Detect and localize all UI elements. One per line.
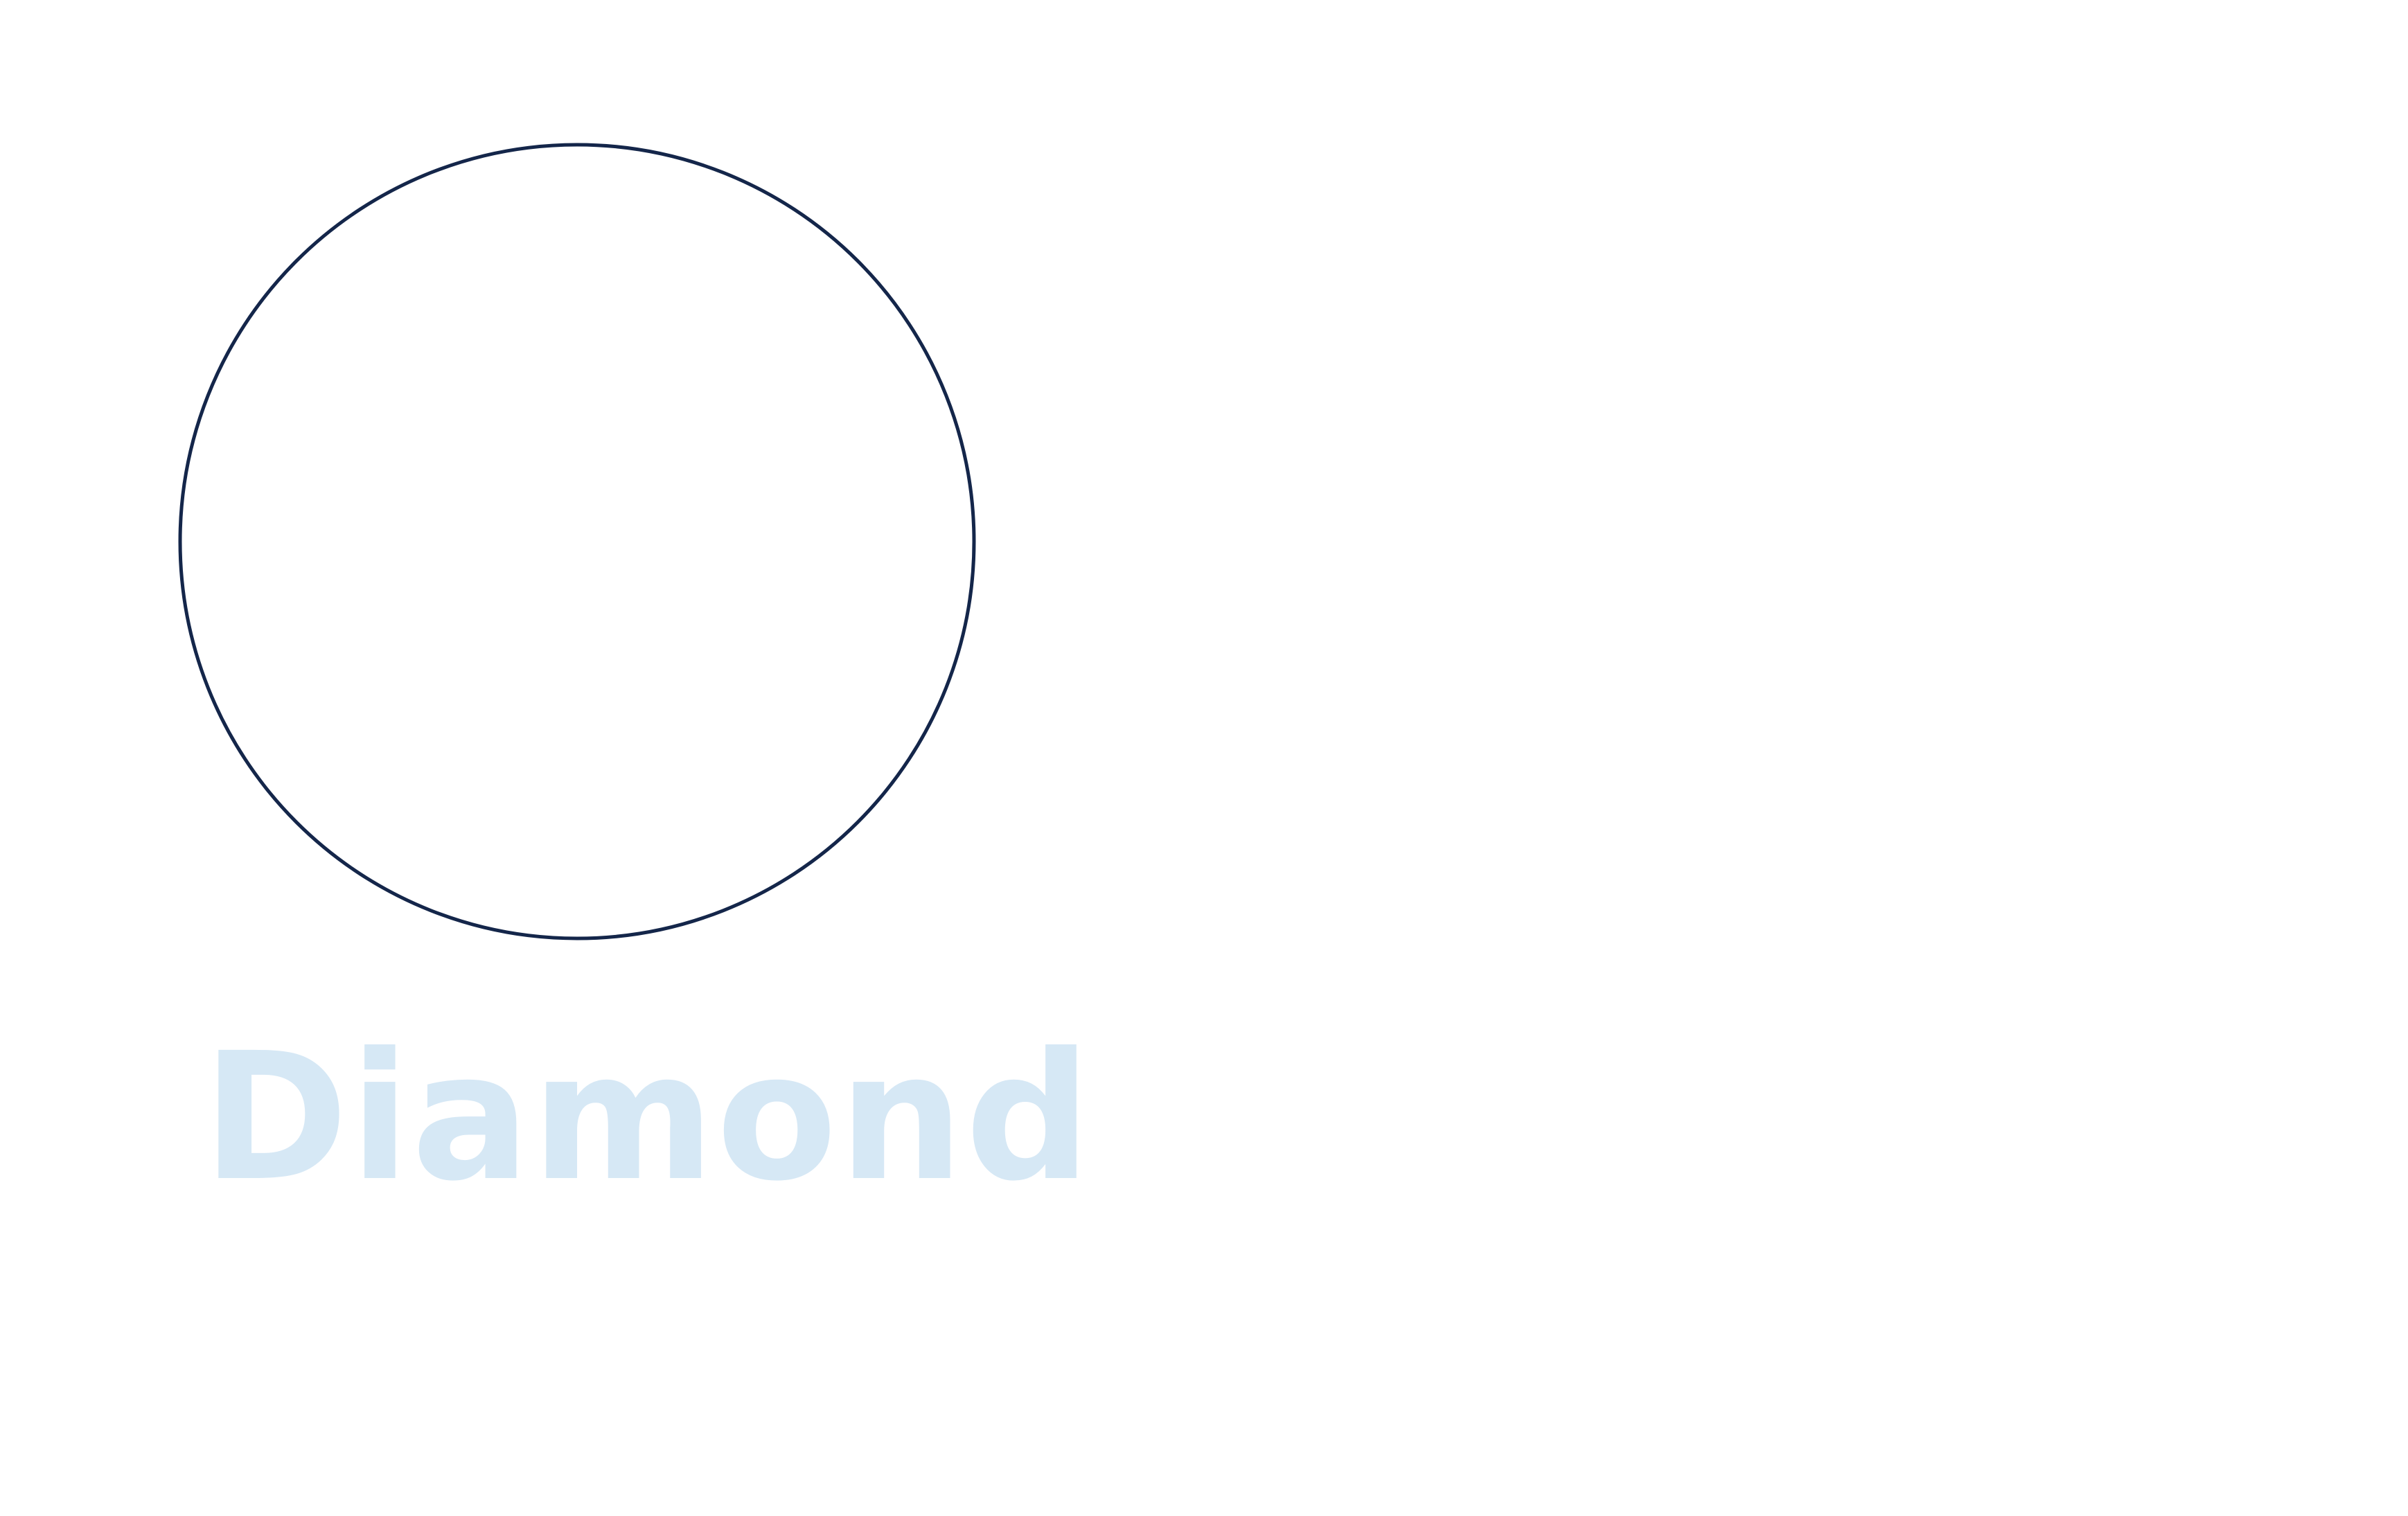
circle-outline <box>178 143 976 940</box>
diamond-label: Diamond <box>202 1015 1093 1220</box>
